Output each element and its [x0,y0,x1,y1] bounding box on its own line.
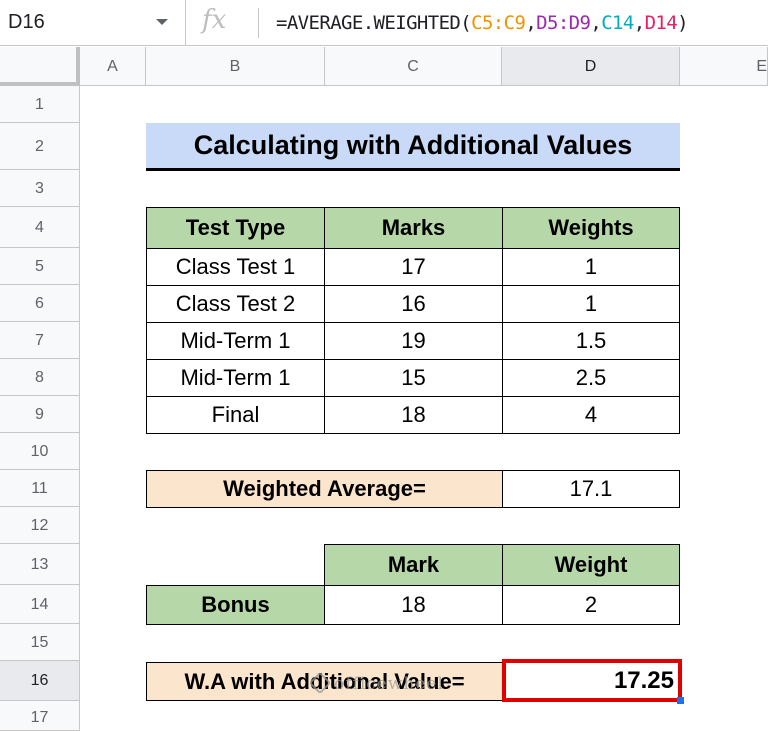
column-header-c[interactable]: C [325,47,502,86]
row-header-14[interactable]: 14 [0,585,80,624]
select-all-corner[interactable] [0,47,80,86]
weighted-average-value[interactable]: 17.1 [502,470,680,508]
column-header-d[interactable]: D [502,47,680,86]
officewheel-logo-icon [308,671,332,695]
table-cell-test-type[interactable]: Mid-Term 1 [146,322,325,360]
chevron-down-icon[interactable] [156,19,168,25]
formula-comma: , [525,12,537,34]
formula-ref-d14: D14 [644,12,678,34]
row-header-13[interactable]: 13 [0,544,80,585]
row-header-15[interactable]: 15 [0,624,80,661]
header-weight[interactable]: Weight [502,544,680,586]
name-box[interactable]: D16 [0,0,186,46]
row-header-9[interactable]: 9 [0,396,80,433]
row-header-7[interactable]: 7 [0,322,80,359]
bonus-mark-value[interactable]: 18 [324,585,503,625]
table-cell-test-type[interactable]: Class Test 1 [146,248,325,286]
table-cell-weights[interactable]: 4 [502,396,680,434]
formula-input[interactable]: =AVERAGE.WEIGHTED(C5:C9,D5:D9,C14,D14) [276,12,689,34]
formula-divider [258,8,259,38]
table-cell-marks[interactable]: 19 [324,322,503,360]
row-header-3[interactable]: 3 [0,170,80,207]
sheet-title[interactable]: Calculating with Additional Values [146,123,680,171]
table-cell-test-type[interactable]: Class Test 2 [146,285,325,323]
formula-ref-c14: C14 [601,12,634,34]
weighted-average-label[interactable]: Weighted Average= [146,470,503,508]
table-cell-test-type[interactable]: Final [146,396,325,434]
table-cell-weights[interactable]: 2.5 [502,359,680,397]
formula-ref-c5-c9: C5:C9 [471,12,526,34]
row-header-11[interactable]: 11 [0,470,80,507]
table-cell-weights[interactable]: 1.5 [502,322,680,360]
header-mark[interactable]: Mark [324,544,503,586]
row-header-4[interactable]: 4 [0,207,80,248]
header-weights[interactable]: Weights [502,207,680,249]
row-header-5[interactable]: 5 [0,248,80,285]
fx-icon: fx [202,5,227,35]
table-cell-marks[interactable]: 16 [324,285,503,323]
formula-close-paren: ) [677,12,688,34]
fill-handle[interactable] [677,697,684,704]
table-cell-marks[interactable]: 17 [324,248,503,286]
name-box-text: D16 [8,11,45,33]
column-header-e[interactable]: E [680,47,768,86]
column-header-b[interactable]: B [146,47,325,86]
watermark-text: officewheel [334,674,444,694]
watermark: officewheel [308,671,444,695]
row-header-10[interactable]: 10 [0,433,80,470]
row-header-1[interactable]: 1 [0,86,80,123]
formula-ref-d5-d9: D5:D9 [536,12,591,34]
row-header-2[interactable]: 2 [0,123,80,170]
formula-bar: D16 fx =AVERAGE.WEIGHTED(C5:C9,D5:D9,C14… [0,0,768,46]
row-header-6[interactable]: 6 [0,285,80,322]
row-header-16[interactable]: 16 [0,661,80,701]
wa-additional-label[interactable]: W.A with Additional Value= [146,662,503,701]
formula-comma: , [633,12,645,34]
table-cell-marks[interactable]: 18 [324,396,503,434]
row-header-8[interactable]: 8 [0,359,80,396]
row-header-12[interactable]: 12 [0,507,80,544]
formula-comma: , [590,12,602,34]
bonus-weight-value[interactable]: 2 [502,585,680,625]
table-cell-test-type[interactable]: Mid-Term 1 [146,359,325,397]
table-cell-weights[interactable]: 1 [502,248,680,286]
header-test-type[interactable]: Test Type [146,207,325,249]
row-header-17[interactable]: 17 [0,701,80,731]
bonus-label[interactable]: Bonus [146,585,325,625]
wa-additional-value[interactable]: 17.25 [502,659,682,702]
column-header-a[interactable]: A [80,47,146,86]
header-marks[interactable]: Marks [324,207,503,249]
formula-function: =AVERAGE.WEIGHTED( [276,12,472,34]
table-cell-marks[interactable]: 15 [324,359,503,397]
table-cell-weights[interactable]: 1 [502,285,680,323]
